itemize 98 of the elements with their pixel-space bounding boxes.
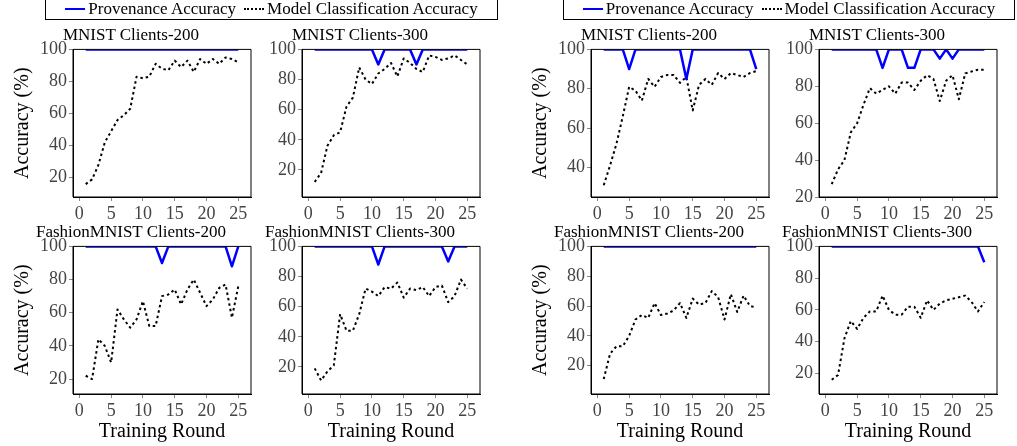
line-series: [84, 56, 240, 186]
x-axis-title: Training Round: [98, 419, 226, 443]
x-tick-label: 20: [426, 202, 445, 223]
x-tick-label: 20: [715, 399, 734, 420]
line-series: [602, 70, 758, 187]
y-tick-label: 20: [278, 355, 296, 376]
x-tick-label: 10: [879, 202, 898, 223]
legend-label: Provenance Accuracy: [605, 0, 754, 19]
y-tick-label: 40: [795, 148, 813, 169]
y-tick-label: 20: [49, 367, 67, 388]
x-axis-title: Training Round: [327, 419, 455, 443]
y-tick-label: 80: [49, 70, 67, 91]
x-tick-label: 25: [458, 399, 477, 420]
line-series: [830, 294, 986, 381]
y-tick-label: 40: [49, 334, 67, 355]
y-tick-label: 80: [567, 77, 585, 98]
x-tick-label: 10: [133, 202, 152, 223]
x-tick-label: 25: [747, 202, 766, 223]
x-tick-label: 20: [197, 202, 216, 223]
y-axis-title: Accuracy (%): [528, 67, 552, 179]
y-tick-label: 80: [567, 264, 585, 285]
x-tick-label: 25: [229, 202, 248, 223]
x-tick-label: 20: [715, 202, 734, 223]
x-tick-label: 0: [74, 202, 84, 223]
x-tick-label: 25: [229, 399, 248, 420]
y-tick-label: 40: [49, 134, 67, 155]
x-tick-label: 5: [106, 202, 116, 223]
y-tick-label: 40: [795, 330, 813, 351]
x-tick-label: 15: [165, 399, 184, 420]
x-tick-label: 0: [303, 399, 313, 420]
y-axis-title: Accuracy (%): [10, 264, 34, 376]
y-tick-label: 20: [795, 362, 813, 383]
y-tick-label: 60: [49, 102, 67, 123]
x-tick-label: 10: [133, 399, 152, 420]
x-axis-title: Training Round: [844, 419, 972, 443]
x-tick-label: 5: [335, 399, 345, 420]
y-tick-label: 60: [278, 295, 296, 316]
x-tick-label: 25: [975, 399, 994, 420]
x-tick-label: 0: [592, 202, 602, 223]
x-tick-label: 5: [852, 399, 862, 420]
y-tick-label: 40: [567, 156, 585, 177]
x-tick-label: 0: [820, 399, 830, 420]
x-tick-label: 20: [943, 399, 962, 420]
x-tick-label: 0: [820, 202, 830, 223]
x-tick-label: 0: [303, 202, 313, 223]
y-tick-label: 60: [795, 298, 813, 319]
x-tick-label: 20: [197, 399, 216, 420]
x-tick-label: 15: [911, 202, 930, 223]
x-tick-label: 5: [852, 202, 862, 223]
y-tick-label: 60: [49, 301, 67, 322]
y-tick-label: 80: [795, 75, 813, 96]
x-tick-label: 10: [651, 399, 670, 420]
x-tick-label: 15: [394, 399, 413, 420]
x-tick-label: 5: [624, 202, 634, 223]
x-tick-label: 20: [426, 399, 445, 420]
x-tick-label: 5: [335, 202, 345, 223]
y-tick-label: 80: [49, 268, 67, 289]
legend-label: Model Classification Accuracy: [784, 0, 996, 19]
x-tick-label: 15: [683, 399, 702, 420]
x-tick-label: 25: [747, 399, 766, 420]
y-tick-label: 20: [49, 166, 67, 187]
y-tick-label: 60: [795, 111, 813, 132]
y-tick-label: 20: [567, 354, 585, 375]
y-tick-label: 80: [278, 265, 296, 286]
x-tick-label: 15: [683, 202, 702, 223]
x-tick-label: 0: [74, 399, 84, 420]
line-series: [830, 68, 986, 186]
x-tick-label: 15: [165, 202, 184, 223]
legend-label: Provenance Accuracy: [88, 0, 237, 19]
line-series: [313, 278, 469, 382]
x-tick-label: 5: [106, 399, 116, 420]
y-tick-label: 40: [567, 324, 585, 345]
x-tick-label: 10: [879, 399, 898, 420]
x-tick-label: 20: [943, 202, 962, 223]
line-series: [313, 54, 469, 183]
x-tick-label: 25: [975, 202, 994, 223]
x-axis-title: Training Round: [616, 419, 744, 443]
y-tick-label: 60: [278, 98, 296, 119]
line-series: [84, 278, 240, 381]
x-tick-label: 15: [394, 202, 413, 223]
y-tick-label: 20: [278, 158, 296, 179]
y-tick-label: 40: [278, 128, 296, 149]
x-tick-label: 0: [592, 399, 602, 420]
x-tick-label: 10: [651, 202, 670, 223]
y-tick-label: 80: [795, 266, 813, 287]
legend-label: Model Classification Accuracy: [267, 0, 478, 19]
y-axis-title: Accuracy (%): [528, 264, 552, 376]
x-tick-label: 10: [362, 399, 381, 420]
y-tick-label: 40: [278, 325, 296, 346]
x-tick-label: 5: [624, 399, 634, 420]
y-tick-label: 60: [567, 294, 585, 315]
x-tick-label: 25: [458, 202, 477, 223]
y-axis-title: Accuracy (%): [10, 67, 34, 179]
y-tick-label: 80: [278, 68, 296, 89]
y-tick-label: 20: [795, 185, 813, 206]
y-tick-label: 60: [567, 116, 585, 137]
x-tick-label: 15: [911, 399, 930, 420]
x-tick-label: 10: [362, 202, 381, 223]
